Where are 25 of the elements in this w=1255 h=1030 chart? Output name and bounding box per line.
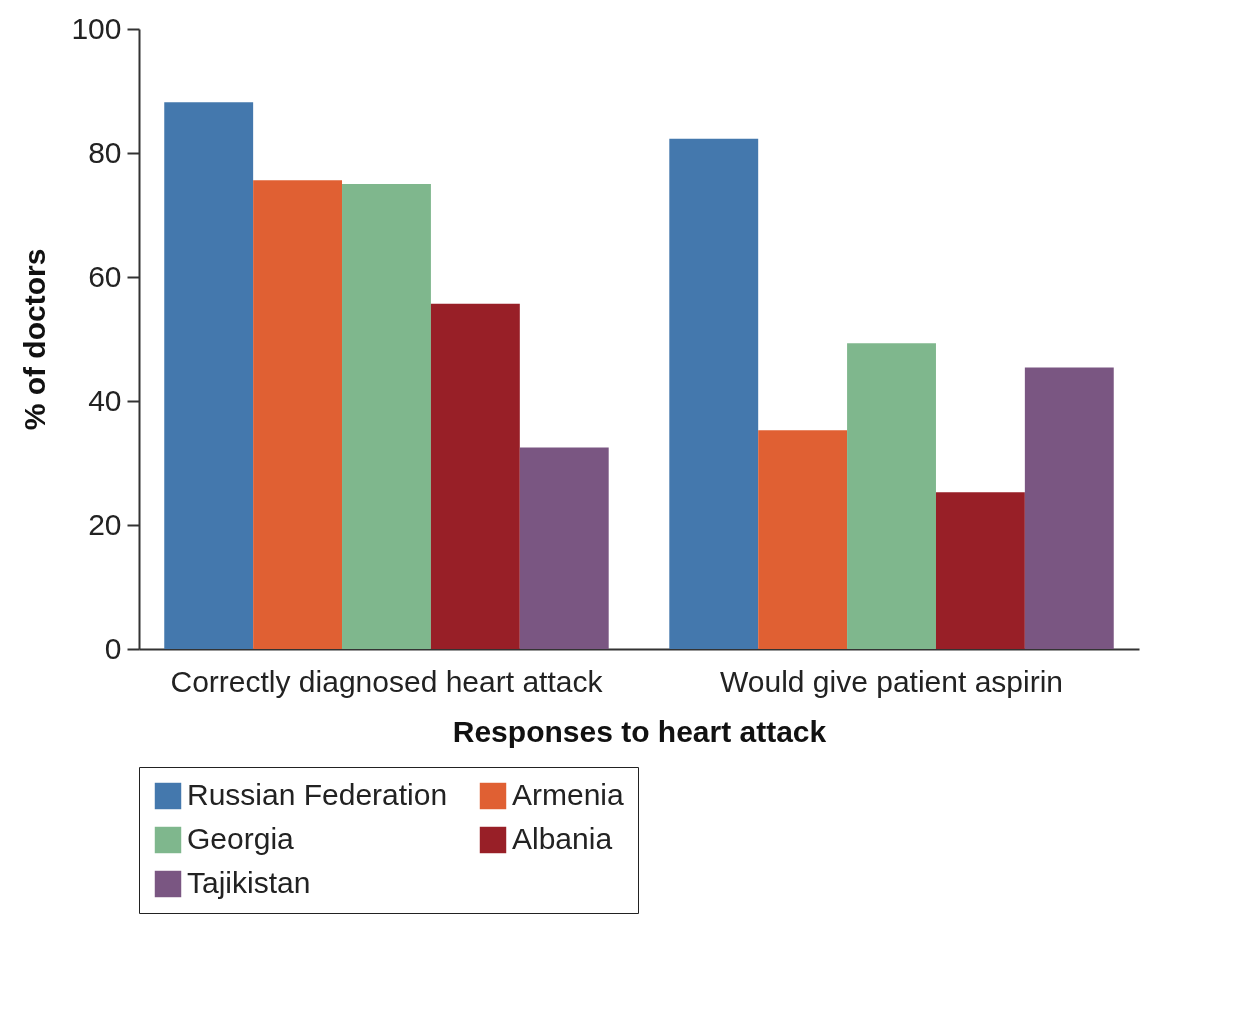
legend-label: Armenia	[512, 778, 625, 811]
bar	[669, 138, 759, 649]
y-tick-label: 20	[88, 507, 122, 541]
bar	[935, 492, 1025, 649]
bar	[519, 447, 609, 649]
legend-label: Georgia	[187, 822, 295, 855]
x-tick-label: Correctly diagnosed heart attack	[170, 664, 604, 698]
bar	[758, 430, 848, 649]
bar	[164, 102, 254, 649]
bar	[1024, 367, 1114, 649]
bar	[847, 343, 936, 649]
bar	[253, 180, 343, 649]
bar	[342, 184, 431, 649]
legend-label: Tajikistan	[187, 866, 311, 899]
bar	[430, 303, 520, 649]
y-tick-label: 100	[71, 11, 122, 45]
y-tick-label: 80	[88, 135, 122, 169]
legend-label: Albania	[512, 822, 613, 855]
y-tick-label: 60	[88, 259, 122, 293]
x-tick-label: Would give patient aspirin	[720, 664, 1064, 698]
y-tick-label: 0	[104, 631, 122, 665]
x-axis-title: Responses to heart attack	[452, 714, 827, 748]
y-tick-label: 40	[88, 383, 122, 417]
y-axis-title: % of doctors	[18, 248, 52, 431]
legend-label: Russian Federation	[187, 778, 448, 811]
